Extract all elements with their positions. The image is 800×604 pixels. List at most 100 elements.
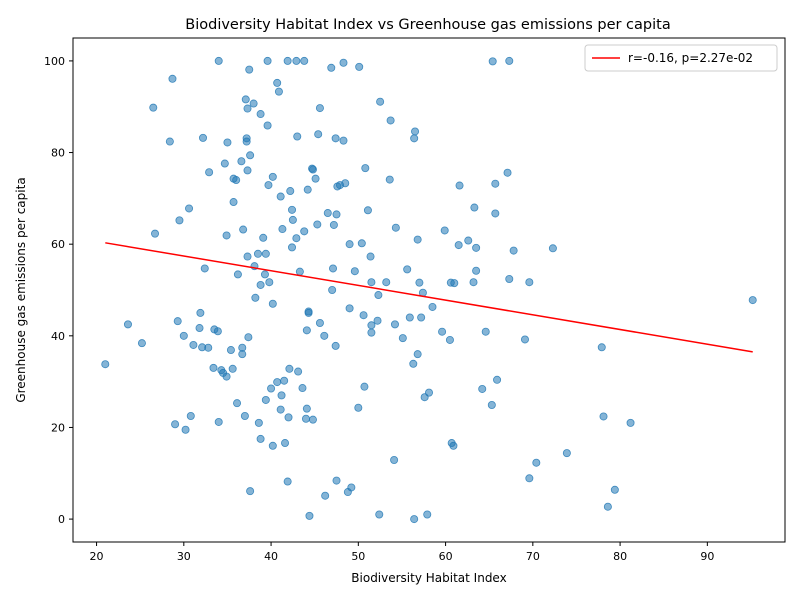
scatter-point (472, 266, 481, 275)
scatter-point (308, 415, 317, 424)
x-axis-label: Biodiversity Habitat Index (351, 571, 506, 585)
scatter-point (292, 234, 301, 243)
y-tick-label: 0 (58, 513, 65, 526)
scatter-point (470, 203, 479, 212)
scatter-point (286, 187, 295, 196)
scatter-point (168, 74, 177, 83)
scatter-point (339, 58, 348, 67)
scatter-point (488, 57, 497, 66)
scatter-point (491, 209, 500, 218)
scatter-point (403, 265, 412, 274)
scatter-point (274, 87, 283, 96)
x-tick-label: 50 (351, 550, 365, 563)
scatter-point (222, 231, 231, 240)
scatter-point (390, 320, 399, 329)
scatter-point (283, 56, 292, 65)
scatter-point (278, 225, 287, 234)
scatter-point (298, 384, 307, 393)
scatter-point (413, 350, 422, 359)
scatter-point (204, 343, 213, 352)
legend-label: r=-0.16, p=2.27e-02 (628, 51, 753, 65)
scatter-point (246, 487, 255, 496)
scatter-point (288, 215, 297, 224)
scatter-point (562, 449, 571, 458)
scatter-point (284, 413, 293, 422)
x-tick-label: 80 (613, 550, 627, 563)
fit-line-layer (105, 242, 753, 353)
scatter-point (449, 441, 458, 450)
scatter-point (359, 311, 368, 320)
scatter-point (214, 417, 223, 426)
scatter-point (195, 324, 204, 333)
scatter-point (599, 412, 608, 421)
scatter-point (493, 375, 502, 384)
scatter-point (243, 252, 252, 261)
scatter-point (409, 359, 418, 368)
scatter-point (171, 420, 180, 429)
scatter-point (196, 308, 205, 317)
scatter-point (209, 363, 218, 372)
scatter-point (487, 400, 496, 409)
scatter-point (411, 127, 420, 136)
scatter-point (440, 226, 449, 235)
scatter-point (267, 384, 276, 393)
y-tick-label: 100 (44, 55, 65, 68)
scatter-point (386, 116, 395, 125)
scatter-point (367, 321, 376, 330)
scatter-point (213, 327, 222, 336)
scatter-point (373, 316, 382, 325)
scatter-point (363, 206, 372, 215)
scatter-point (417, 313, 426, 322)
scatter-point (366, 252, 375, 261)
scatter-point (241, 95, 250, 104)
scatter-point (347, 483, 356, 492)
scatter-point (301, 414, 310, 423)
scatter-point (295, 267, 304, 276)
scatter-point (345, 304, 354, 313)
scatter-point (228, 364, 237, 373)
scatter-point (361, 164, 370, 173)
plot-background (73, 38, 785, 542)
scatter-point (331, 134, 340, 143)
scatter-point (626, 418, 635, 427)
y-tick-label: 40 (51, 330, 65, 343)
scatter-point (220, 159, 229, 168)
scatter-point (268, 172, 277, 181)
scatter-point (233, 399, 242, 408)
scatter-point (472, 243, 481, 252)
scatter-point (273, 78, 282, 87)
scatter-point (261, 249, 270, 258)
scatter-point (320, 331, 329, 340)
scatter-point (243, 166, 252, 175)
scatter-point (525, 474, 534, 483)
scatter-point (532, 458, 541, 467)
scatter-point (244, 333, 253, 342)
scatter-point (239, 225, 248, 234)
plot-frame (72, 37, 786, 543)
scatter-point (423, 510, 432, 519)
scatter-point (259, 233, 268, 242)
scatter-point (205, 168, 214, 177)
scatter-point (302, 404, 311, 413)
scatter-point (481, 327, 490, 336)
scatter-point (374, 291, 383, 300)
scatter-point (229, 198, 238, 207)
scatter-point (445, 335, 454, 344)
scatter-point (249, 99, 258, 108)
scatter-point (223, 138, 232, 147)
scatter-point (253, 249, 262, 258)
y-tick-label: 60 (51, 238, 65, 251)
scatter-point (454, 241, 463, 250)
scatter-point (256, 434, 265, 443)
scatter-point (413, 235, 422, 244)
scatter-point (410, 515, 419, 524)
scatter-point (478, 384, 487, 393)
scatter-point (214, 56, 223, 65)
chart-title: Biodiversity Habitat Index vs Greenhouse… (185, 17, 670, 33)
scatter-point (339, 136, 348, 145)
scatter-point (165, 137, 174, 146)
scatter-point (464, 236, 473, 245)
scatter-point (357, 239, 366, 248)
scatter-point (263, 56, 272, 65)
